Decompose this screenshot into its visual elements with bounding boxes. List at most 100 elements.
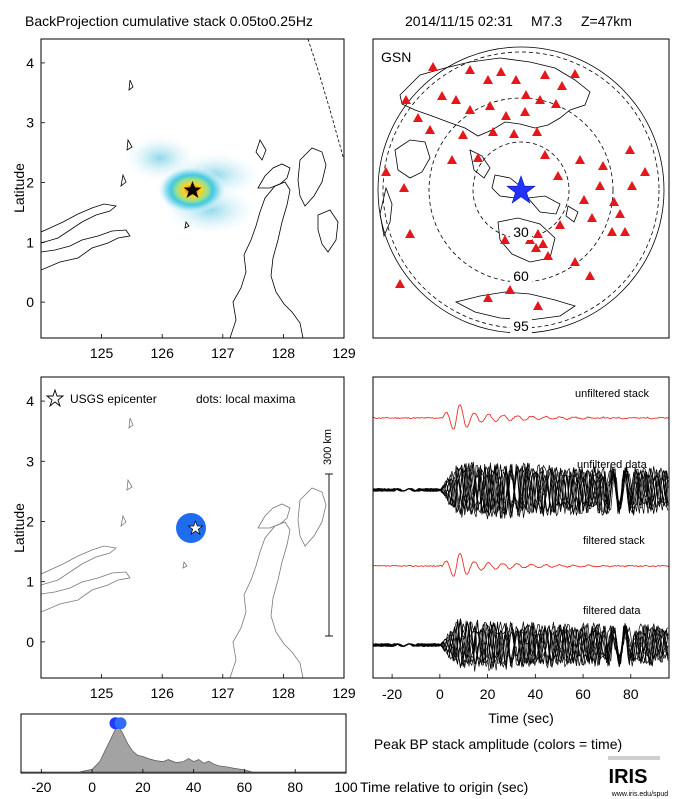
top-map-xtick-126: 126 — [151, 345, 175, 361]
trace-frame — [372, 376, 670, 679]
top-map-xtick-127: 127 — [211, 345, 235, 361]
top-map-ytick-3: 3 — [26, 115, 34, 131]
amplitude-xtick-80: 80 — [287, 779, 303, 795]
trace-xlabel: Time (sec) — [488, 710, 554, 726]
unfiltered-stack-line — [372, 404, 670, 430]
station-markers — [381, 62, 650, 310]
trace-label-filtered-data: filtered data — [583, 605, 641, 617]
legend-star-icon — [45, 388, 65, 408]
top-map-ytick-1: 1 — [26, 234, 34, 250]
trace-xtick-60: 60 — [575, 686, 591, 702]
station-triangle — [399, 183, 409, 192]
bottom-map-x-ticks: 125 126 127 128 129 — [90, 674, 356, 701]
ring-30deg — [472, 141, 570, 239]
trace-panel: unfiltered stack unfiltered data filtere… — [372, 376, 670, 726]
station-triangle — [535, 95, 545, 104]
top-map-xtick-128: 128 — [272, 345, 296, 361]
trace-x-ticks: -20 0 20 40 60 80 — [382, 674, 639, 702]
station-triangle — [640, 167, 650, 176]
station-globe: 30 60 95 GSN — [372, 38, 670, 339]
globe-frame — [372, 38, 670, 339]
ring-label-60: 60 — [513, 268, 529, 284]
trace-lines — [372, 404, 670, 672]
bottom-map-ytick-0: 0 — [26, 634, 34, 650]
station-triangle — [425, 125, 435, 134]
station-triangle — [570, 257, 580, 266]
top-map-ylabel: Latitude — [11, 163, 27, 213]
station-triangle — [595, 181, 605, 190]
figure-title: BackProjection cumulative stack 0.05to0.… — [25, 13, 313, 29]
amplitude-xtick-0: 0 — [88, 779, 96, 795]
station-triangle — [555, 220, 565, 229]
amplitude-xtick-100: 100 — [334, 779, 358, 795]
station-triangle — [533, 301, 543, 310]
event-star-icon — [506, 175, 536, 204]
epicenter-star-outline-icon — [187, 519, 204, 536]
top-map-xtick-129: 129 — [332, 345, 356, 361]
station-triangle — [509, 129, 519, 138]
station-triangle — [598, 161, 608, 170]
station-triangle — [395, 279, 405, 288]
station-triangle — [543, 251, 553, 260]
station-triangle — [413, 113, 423, 122]
top-map-frame — [40, 38, 345, 339]
amplitude-xtick-40: 40 — [186, 779, 202, 795]
bottom-map-ytick-3: 3 — [26, 453, 34, 469]
station-triangle — [465, 65, 475, 74]
station-triangle — [570, 69, 580, 78]
station-triangle — [609, 197, 619, 206]
bottom-map-xtick-129: 129 — [332, 685, 356, 701]
station-triangle — [533, 229, 543, 238]
trace-xtick-40: 40 — [528, 686, 544, 702]
data-trace-line — [372, 463, 669, 519]
legend-epicenter: USGS epicenter — [70, 392, 157, 406]
station-triangle — [540, 150, 550, 159]
station-triangle — [381, 167, 391, 176]
top-map-y-ticks: 4 3 2 1 0 — [26, 55, 45, 310]
station-triangle — [447, 155, 457, 164]
station-triangle — [553, 171, 563, 180]
top-map-ytick-2: 2 — [26, 175, 34, 191]
top-map-x-ticks: 125 126 127 128 129 — [90, 334, 356, 361]
bottom-map-xtick-127: 127 — [211, 685, 235, 701]
trace-xtick-20: 20 — [480, 686, 496, 702]
station-triangle — [485, 101, 495, 110]
amplitude-xtick--20: -20 — [31, 779, 51, 795]
station-triangle — [405, 229, 415, 238]
trace-label-unfiltered-stack: unfiltered stack — [575, 388, 649, 400]
ring-label-30: 30 — [513, 224, 529, 240]
trace-xtick--20: -20 — [382, 686, 402, 702]
bp-heatmap-map: 125 126 127 128 129 4 3 2 1 0 Latitude — [11, 38, 356, 361]
station-triangle — [437, 91, 447, 100]
bottom-map-ylabel: Latitude — [11, 503, 27, 553]
amplitude-x-ticks: -20 0 20 40 60 80 100 — [31, 769, 358, 795]
logo-text: IRIS — [609, 766, 648, 788]
station-triangle — [579, 195, 589, 204]
local-maxima-map: USGS epicenter dots: local maxima 300 km… — [11, 376, 356, 701]
station-triangle — [520, 107, 530, 116]
station-triangle — [451, 95, 461, 104]
station-triangle — [465, 105, 475, 114]
amplitude-xlabel: Time relative to origin (sec) — [360, 779, 528, 795]
iris-logo: IRIS www.iris.edu/spud — [608, 756, 668, 798]
station-triangle — [496, 67, 506, 76]
filtered-stack-line — [373, 552, 670, 577]
trace-xtick-80: 80 — [623, 686, 639, 702]
legend-dots: dots: local maxima — [196, 392, 296, 406]
coastlines-bottom — [41, 417, 327, 678]
station-triangle — [538, 239, 548, 248]
ring-95deg — [382, 51, 660, 329]
top-map-ytick-4: 4 — [26, 55, 34, 71]
bottom-map-frame — [40, 376, 345, 679]
station-triangle — [587, 213, 597, 222]
event-depth: Z=47km — [581, 13, 632, 29]
station-triangle — [511, 75, 521, 84]
bottom-map-y-ticks: 4 3 2 1 0 — [26, 393, 45, 650]
amplitude-peak-dots — [109, 717, 127, 730]
scale-label: 300 km — [322, 429, 334, 465]
station-triangle — [488, 127, 498, 136]
amplitude-xtick-20: 20 — [135, 779, 151, 795]
station-triangle — [428, 62, 438, 71]
logo-url: www.iris.edu/spud — [611, 791, 669, 798]
